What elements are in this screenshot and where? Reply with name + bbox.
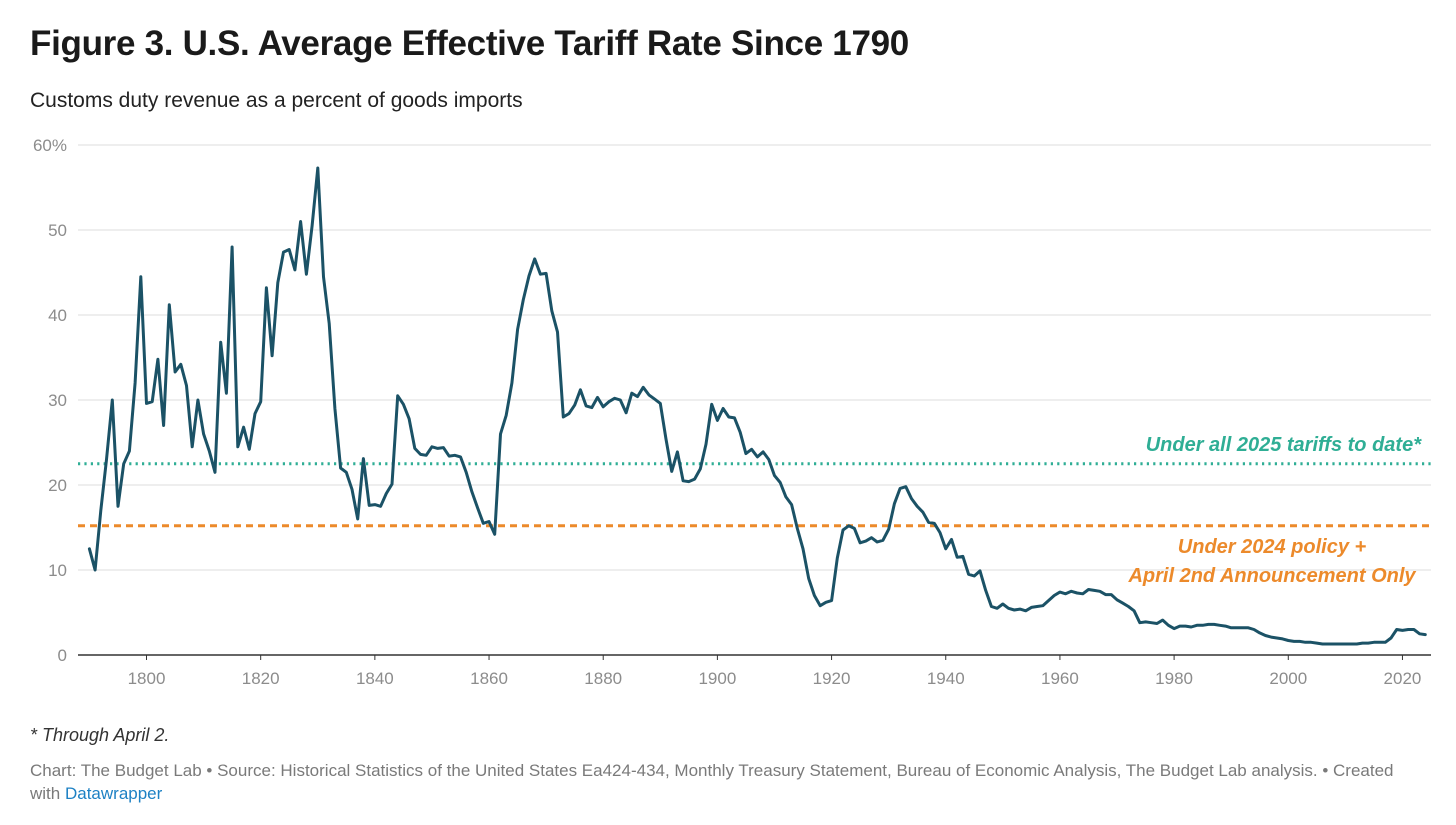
gridlines <box>78 144 1431 571</box>
x-tick-label: 1880 <box>584 669 622 688</box>
source-credit: Chart: The Budget Lab • Source: Historic… <box>30 759 1410 805</box>
tariff-rate-line <box>87 166 1427 646</box>
x-tick-label: 1920 <box>813 669 851 688</box>
y-tick-label: 10 <box>48 561 67 580</box>
x-tick-label: 1900 <box>698 669 736 688</box>
x-tick-label: 2020 <box>1384 669 1422 688</box>
x-tick-label: 1980 <box>1155 669 1193 688</box>
source-text: Chart: The Budget Lab • Source: Historic… <box>30 761 1394 803</box>
x-tick-label: 1860 <box>470 669 508 688</box>
reference-label: April 2nd Announcement Only <box>1127 565 1416 587</box>
footnote: * Through April 2. <box>30 725 170 745</box>
x-tick-label: 1840 <box>356 669 394 688</box>
x-tick-label: 1940 <box>927 669 965 688</box>
datawrapper-link[interactable]: Datawrapper <box>64 784 163 803</box>
y-axis: 0 10 20 30 40 50 60% <box>33 136 67 665</box>
x-tick-label: 1960 <box>1041 669 1079 688</box>
reference-lines: Under all 2025 tariffs to date* Under 202… <box>78 434 1431 587</box>
y-tick-label: 30 <box>48 391 67 410</box>
y-tick-label: 50 <box>48 221 67 240</box>
x-tick-label: 1820 <box>242 669 280 688</box>
tariff-rate-line-chart: Under all 2025 tariffs to date* Under 202… <box>33 136 1431 688</box>
reference-label: Under 2024 policy + <box>1178 536 1367 558</box>
y-tick-label: 20 <box>48 476 67 495</box>
y-tick-label: 60% <box>33 136 67 155</box>
y-tick-label: 0 <box>58 646 67 665</box>
x-tick-label: 1800 <box>128 669 166 688</box>
chart-title: Figure 3. U.S. Average Effective Tariff … <box>30 24 909 63</box>
series-layer <box>87 166 1427 646</box>
x-tick-label: 2000 <box>1269 669 1307 688</box>
y-tick-label: 40 <box>48 306 67 325</box>
chart-subtitle: Customs duty revenue as a percent of goo… <box>30 89 523 112</box>
x-axis: 1800 1820 1840 1860 1880 1900 1920 1940 1960 1980… <box>78 654 1431 688</box>
reference-label: Under all 2025 tariffs to date* <box>1146 434 1423 456</box>
